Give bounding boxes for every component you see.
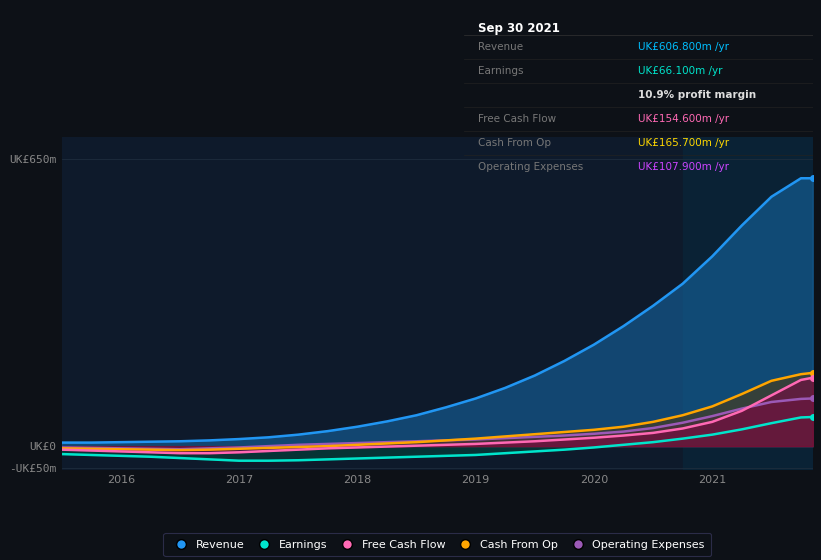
Text: Cash From Op: Cash From Op: [478, 138, 551, 148]
Text: UK£606.800m /yr: UK£606.800m /yr: [639, 42, 729, 52]
Text: Earnings: Earnings: [478, 66, 523, 76]
Text: 10.9% profit margin: 10.9% profit margin: [639, 90, 756, 100]
Text: Revenue: Revenue: [478, 42, 523, 52]
Text: Operating Expenses: Operating Expenses: [478, 162, 583, 172]
Text: UK£154.600m /yr: UK£154.600m /yr: [639, 114, 729, 124]
Text: UK£66.100m /yr: UK£66.100m /yr: [639, 66, 722, 76]
Legend: Revenue, Earnings, Free Cash Flow, Cash From Op, Operating Expenses: Revenue, Earnings, Free Cash Flow, Cash …: [163, 533, 711, 557]
Text: UK£107.900m /yr: UK£107.900m /yr: [639, 162, 729, 172]
Bar: [682, 137, 813, 470]
Text: Sep 30 2021: Sep 30 2021: [478, 22, 560, 35]
Text: UK£165.700m /yr: UK£165.700m /yr: [639, 138, 729, 148]
Text: Free Cash Flow: Free Cash Flow: [478, 114, 556, 124]
